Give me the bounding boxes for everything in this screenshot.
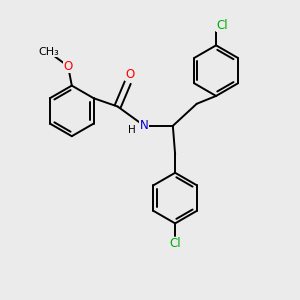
Text: O: O <box>64 60 73 73</box>
Text: Cl: Cl <box>169 237 181 250</box>
Text: CH₃: CH₃ <box>38 46 59 56</box>
Text: Cl: Cl <box>216 19 228 32</box>
Text: N: N <box>140 119 149 132</box>
Text: O: O <box>125 68 135 81</box>
Text: H: H <box>128 124 136 134</box>
